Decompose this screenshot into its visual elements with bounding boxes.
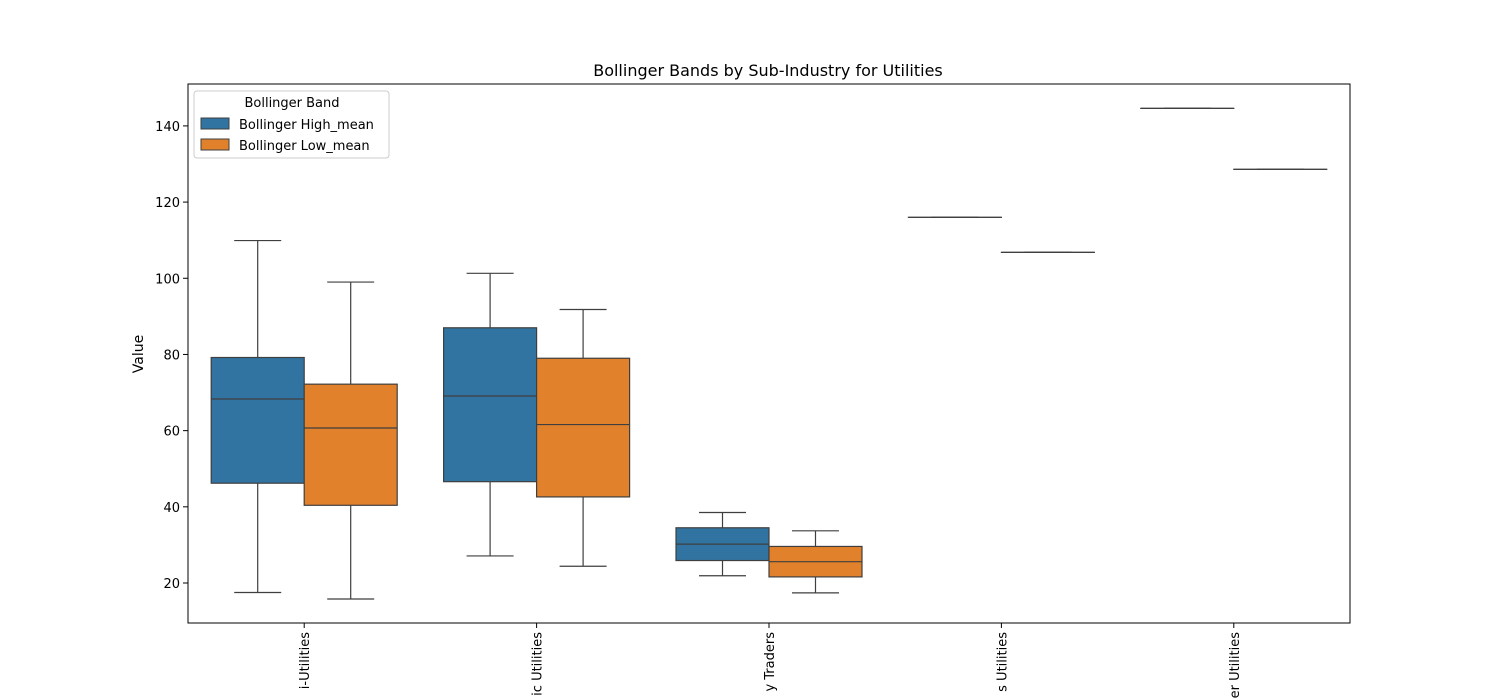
box-1-0 [303,281,398,600]
y-tick-label: 120 [155,196,180,211]
x-tick-label: s Utilities [995,632,1010,692]
legend-swatch-low [200,138,230,151]
box-0-2 [675,511,770,577]
x-tick-label: er Utilities [1228,632,1243,699]
x-tick-label: y Traders [763,632,778,692]
legend-label-low: Bollinger Low_mean [239,139,370,154]
legend-label-high: Bollinger High_mean [239,118,374,133]
box-1-1 [535,308,631,567]
y-tick-label: 140 [155,120,180,135]
legend-frame [193,90,390,159]
boxes-layer [210,107,1328,600]
box-iqr [210,356,305,484]
x-tick-label: ic Utilities [531,632,546,696]
y-tick-label: 80 [163,348,180,363]
y-axis-label: Value [131,335,147,373]
box-0-1 [443,272,538,557]
y-tick-label: 100 [155,272,180,287]
y-tick-label: 60 [163,425,180,440]
x-tick-layer: i-Utilities ic Utilities y Traders s Utilit… [298,623,1243,698]
y-tick-label: 40 [163,501,180,516]
legend-swatch-high [200,117,230,130]
chart-title: Bollinger Bands by Sub-Industry for Util… [593,61,943,80]
legend-title: Bollinger Band [244,96,339,111]
box-1-2 [768,530,863,594]
box-iqr [443,327,538,483]
legend: Bollinger Band Bollinger High_mean Bolli… [193,90,390,159]
box-iqr [303,383,398,506]
x-tick-label: i-Utilities [298,632,313,689]
box-0-0 [210,239,305,594]
y-tick-label: 20 [163,577,180,592]
box-iqr [535,357,631,498]
